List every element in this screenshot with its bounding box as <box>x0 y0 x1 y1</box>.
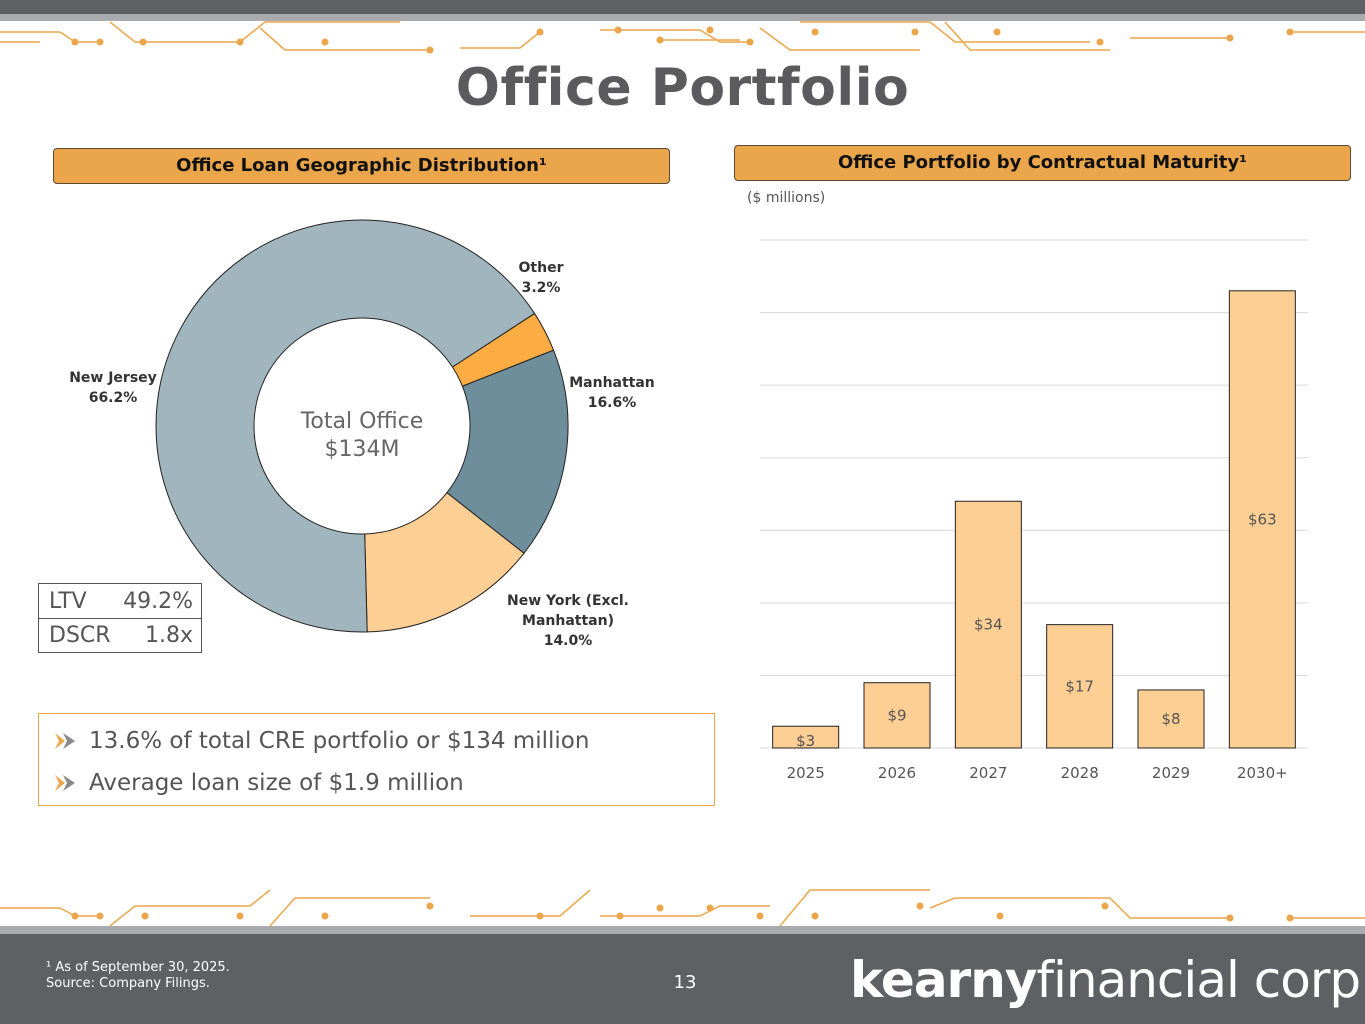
maturity-header: Office Portfolio by Contractual Maturity… <box>734 145 1351 181</box>
logo-wordmark: kearnyfinancial corp. <box>850 951 1365 1009</box>
x-tick-label: 2026 <box>878 764 916 782</box>
donut-slice-name-label: New Jersey <box>69 370 157 386</box>
metric-value: 1.8x <box>144 623 193 648</box>
bar-value-label: $8 <box>1161 710 1180 728</box>
donut-slice-value-label: 16.6% <box>588 395 637 411</box>
donut-slice-name-label: Other <box>519 260 564 276</box>
donut-chart: Total Office $134M Other 3.2% Manhattan 16.… <box>69 219 655 649</box>
bar-value-label: $17 <box>1065 677 1094 695</box>
company-logo: kearnyfinancial corp. <box>850 945 1365 1015</box>
key-points-box: 13.6% of total CRE portfolio or $134 mil… <box>38 713 715 806</box>
arrow-bullet-icon <box>55 775 75 791</box>
bullet-text: 13.6% of total CRE portfolio or $134 mil… <box>89 728 590 754</box>
bullet-item: Average loan size of $1.9 million <box>53 770 464 796</box>
donut-center-label-line1: Total Office <box>300 409 424 434</box>
donut-slice-name-label: New York (Excl. <box>507 593 629 609</box>
metric-label: LTV <box>49 588 87 614</box>
bar-value-label: $9 <box>887 706 906 724</box>
footnote-date: ¹ As of September 30, 2025. <box>46 960 230 975</box>
bar-value-label: $63 <box>1248 510 1277 528</box>
x-tick-label: 2030+ <box>1237 764 1288 782</box>
circuit-decoration-top <box>0 21 1365 54</box>
geo-distribution-header: Office Loan Geographic Distribution¹ <box>53 148 670 184</box>
x-tick-label: 2025 <box>787 764 825 782</box>
footnote: ¹ As of September 30, 2025. Source: Comp… <box>46 960 230 992</box>
metric-label: DSCR <box>49 623 111 648</box>
donut-slice-value-label: 14.0% <box>544 633 593 649</box>
donut-slice-value-label: 66.2% <box>89 390 138 406</box>
maturity-bar-chart: $3 2025 $9 2026 $34 2027 $17 2028 $8 2029 $63 2030+ <box>760 239 1308 782</box>
circuit-decoration-bottom <box>0 889 1365 927</box>
footnote-source: Source: Company Filings. <box>46 976 210 991</box>
bullet-item: 13.6% of total CRE portfolio or $134 mil… <box>53 728 589 754</box>
bar-value-label: $3 <box>796 732 815 750</box>
bullet-text: Average loan size of $1.9 million <box>89 770 464 796</box>
top-bar-accent <box>0 14 1365 21</box>
top-bar <box>0 0 1365 14</box>
donut-slice-new-jersey <box>155 219 536 633</box>
metric-value: 49.2% <box>123 588 193 614</box>
donut-slice-value-label: 3.2% <box>522 280 561 296</box>
footer-bar <box>0 934 1365 1024</box>
bar-2027 <box>954 500 1022 749</box>
bar-2029 <box>1137 689 1205 749</box>
units-label: ($ millions) <box>747 190 826 206</box>
metric-row-ltv: LTV 49.2% <box>39 584 201 618</box>
metric-row-dscr: DSCR 1.8x <box>39 618 201 652</box>
loan-metrics-table: LTV 49.2% DSCR 1.8x <box>38 583 202 653</box>
donut-slice-new-york-excl-manhattan <box>364 492 525 633</box>
logo-wordmark-light: financial corp. <box>1036 951 1365 1009</box>
bar-2026 <box>863 682 931 749</box>
page-title: Office Portfolio <box>455 58 910 118</box>
x-tick-label: 2027 <box>969 764 1007 782</box>
donut-slice-name-label: Manhattan <box>569 375 655 391</box>
bar-2025 <box>772 725 840 749</box>
x-tick-label: 2028 <box>1061 764 1099 782</box>
footer-accent-band <box>0 926 1365 934</box>
bar-value-label: $34 <box>974 616 1003 634</box>
page-number: 13 <box>673 972 697 993</box>
bar-2030+ <box>1228 290 1296 749</box>
bar-2028 <box>1046 624 1114 749</box>
x-tick-label: 2029 <box>1152 764 1190 782</box>
arrow-bullet-icon <box>55 733 75 749</box>
donut-center-label-line2: $134M <box>325 437 400 462</box>
donut-slice-name-label: Manhattan) <box>522 613 614 629</box>
logo-wordmark-bold: kearny <box>850 951 1037 1009</box>
